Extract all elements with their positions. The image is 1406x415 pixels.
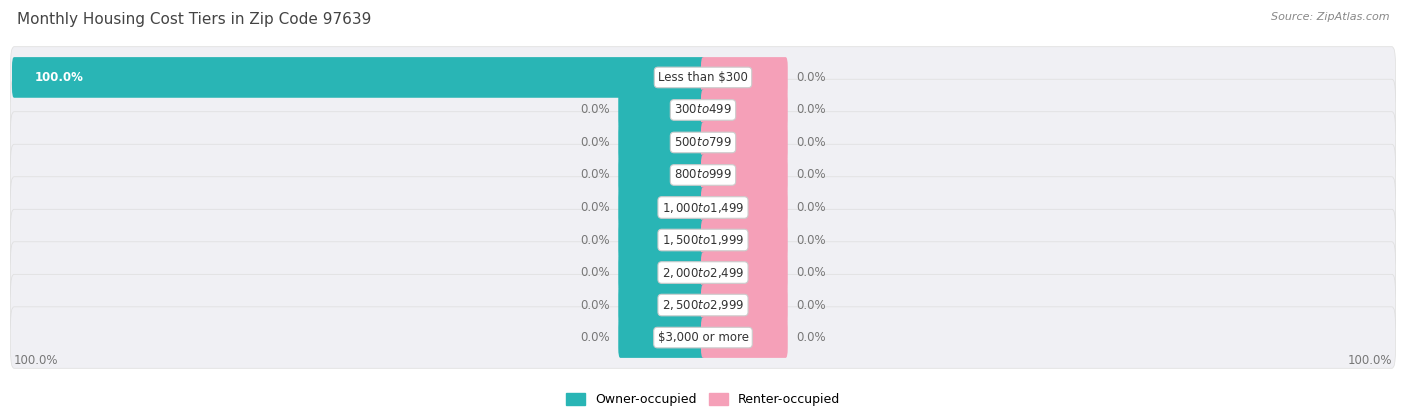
Text: $500 to $799: $500 to $799 bbox=[673, 136, 733, 149]
FancyBboxPatch shape bbox=[11, 242, 1395, 303]
Text: 0.0%: 0.0% bbox=[796, 234, 825, 247]
FancyBboxPatch shape bbox=[11, 274, 1395, 336]
FancyBboxPatch shape bbox=[11, 307, 1395, 368]
FancyBboxPatch shape bbox=[619, 90, 704, 130]
FancyBboxPatch shape bbox=[619, 220, 704, 260]
FancyBboxPatch shape bbox=[11, 47, 1395, 108]
FancyBboxPatch shape bbox=[619, 252, 704, 293]
FancyBboxPatch shape bbox=[702, 57, 787, 98]
FancyBboxPatch shape bbox=[13, 57, 704, 98]
Text: $3,000 or more: $3,000 or more bbox=[658, 331, 748, 344]
FancyBboxPatch shape bbox=[11, 112, 1395, 173]
Text: Monthly Housing Cost Tiers in Zip Code 97639: Monthly Housing Cost Tiers in Zip Code 9… bbox=[17, 12, 371, 27]
Text: 0.0%: 0.0% bbox=[796, 331, 825, 344]
Text: 0.0%: 0.0% bbox=[796, 266, 825, 279]
FancyBboxPatch shape bbox=[702, 317, 787, 358]
FancyBboxPatch shape bbox=[619, 122, 704, 163]
Text: 0.0%: 0.0% bbox=[581, 136, 610, 149]
Text: Source: ZipAtlas.com: Source: ZipAtlas.com bbox=[1271, 12, 1389, 22]
Text: 0.0%: 0.0% bbox=[796, 136, 825, 149]
Text: 0.0%: 0.0% bbox=[796, 71, 825, 84]
FancyBboxPatch shape bbox=[619, 187, 704, 228]
FancyBboxPatch shape bbox=[11, 79, 1395, 141]
FancyBboxPatch shape bbox=[619, 285, 704, 325]
Legend: Owner-occupied, Renter-occupied: Owner-occupied, Renter-occupied bbox=[561, 388, 845, 411]
FancyBboxPatch shape bbox=[702, 252, 787, 293]
Text: $2,500 to $2,999: $2,500 to $2,999 bbox=[662, 298, 744, 312]
Text: Less than $300: Less than $300 bbox=[658, 71, 748, 84]
FancyBboxPatch shape bbox=[702, 220, 787, 260]
Text: 0.0%: 0.0% bbox=[581, 234, 610, 247]
Text: 0.0%: 0.0% bbox=[796, 168, 825, 181]
FancyBboxPatch shape bbox=[619, 155, 704, 195]
FancyBboxPatch shape bbox=[702, 122, 787, 163]
FancyBboxPatch shape bbox=[11, 177, 1395, 238]
Text: 0.0%: 0.0% bbox=[581, 168, 610, 181]
Text: $1,500 to $1,999: $1,500 to $1,999 bbox=[662, 233, 744, 247]
Text: 0.0%: 0.0% bbox=[796, 201, 825, 214]
Text: 0.0%: 0.0% bbox=[581, 266, 610, 279]
Text: 0.0%: 0.0% bbox=[581, 298, 610, 312]
FancyBboxPatch shape bbox=[619, 317, 704, 358]
FancyBboxPatch shape bbox=[702, 187, 787, 228]
Text: 0.0%: 0.0% bbox=[581, 201, 610, 214]
Text: 0.0%: 0.0% bbox=[796, 103, 825, 117]
FancyBboxPatch shape bbox=[11, 209, 1395, 271]
FancyBboxPatch shape bbox=[702, 90, 787, 130]
FancyBboxPatch shape bbox=[11, 144, 1395, 206]
Text: 0.0%: 0.0% bbox=[796, 298, 825, 312]
Text: $300 to $499: $300 to $499 bbox=[673, 103, 733, 117]
Text: 100.0%: 100.0% bbox=[35, 71, 83, 84]
Text: $1,000 to $1,499: $1,000 to $1,499 bbox=[662, 200, 744, 215]
Text: 100.0%: 100.0% bbox=[1347, 354, 1392, 367]
Text: $800 to $999: $800 to $999 bbox=[673, 168, 733, 181]
Text: 100.0%: 100.0% bbox=[14, 354, 59, 367]
FancyBboxPatch shape bbox=[702, 155, 787, 195]
Text: 0.0%: 0.0% bbox=[581, 331, 610, 344]
Text: 0.0%: 0.0% bbox=[581, 103, 610, 117]
Text: $2,000 to $2,499: $2,000 to $2,499 bbox=[662, 266, 744, 280]
FancyBboxPatch shape bbox=[702, 285, 787, 325]
